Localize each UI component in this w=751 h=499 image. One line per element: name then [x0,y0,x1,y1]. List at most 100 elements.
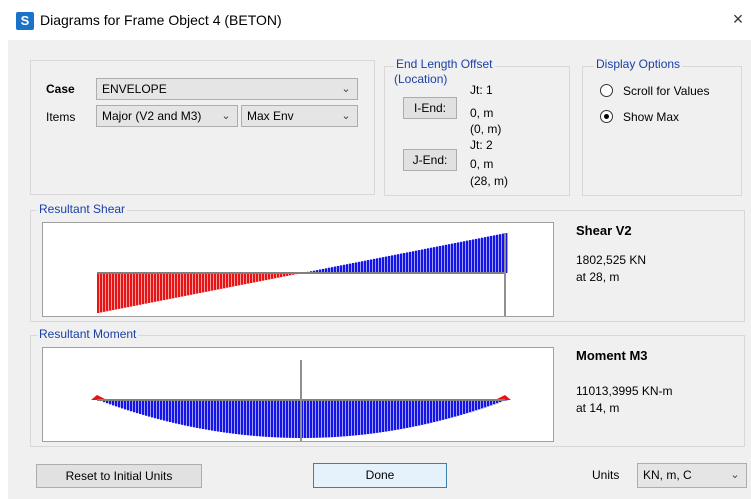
shear-bar [106,273,109,312]
shear-bar [370,259,373,273]
moment-bar [427,400,430,424]
title-bar: S Diagrams for Frame Object 4 (BETON) × [0,0,751,40]
shear-bar [418,250,421,273]
shear-bar [424,248,427,273]
shear-bar [109,273,112,311]
moment-bar [238,400,241,435]
show-max-radio[interactable] [600,110,613,123]
j-end-offset: 0, m [470,157,494,171]
items-component-dropdown[interactable]: Major (V2 and M3) ⌄ [96,105,238,127]
moment-bar [295,400,298,438]
moment-bar [433,400,436,423]
units-label: Units [592,468,620,482]
moment-bar [397,400,400,430]
shear-bar [499,234,502,273]
shear-bar [493,235,496,273]
moment-bar [352,400,355,436]
shear-bar [268,273,271,280]
moment-bar [121,400,124,409]
i-end-location: (0, m) [470,122,502,136]
units-dropdown[interactable]: KN, m, C ⌄ [637,463,747,488]
shear-bar [316,270,319,273]
moment-bar [304,400,307,438]
shear-bar [124,273,127,308]
shear-bar [259,273,262,282]
moment-bar [256,400,259,437]
j-end-location: (28, m) [470,174,509,188]
moment-bar [334,400,337,438]
shear-bar [244,273,247,285]
shear-bar [190,273,193,295]
shear-bar [178,273,181,298]
shear-bar [463,241,466,273]
j-end-button[interactable]: J-End: [403,149,457,171]
shear-bar [376,258,379,273]
done-button[interactable]: Done [313,463,447,488]
moment-end-cap-right [495,395,511,400]
moment-bar [358,400,361,436]
shear-bar [313,270,316,273]
shear-bar [403,253,406,273]
shear-bar [172,273,175,299]
shear-bar [367,260,370,273]
shear-bar [490,235,493,273]
scroll-for-values-label[interactable]: Scroll for Values [623,84,710,98]
shear-bar [319,269,322,273]
shear-bar [211,273,214,291]
shear-bar [289,273,292,276]
moment-bar [310,400,313,438]
case-dropdown[interactable]: ENVELOPE ⌄ [96,78,358,100]
moment-bar [328,400,331,438]
moment-bar [142,400,145,415]
moment-bar [103,400,106,403]
chevron-down-icon: ⌄ [730,469,740,481]
moment-bar [265,400,268,437]
shear-bar [502,233,505,273]
i-end-joint: Jt: 1 [470,83,493,97]
shear-bar [364,260,367,273]
moment-section-label: Resultant Moment [37,327,139,341]
moment-bar [385,400,388,432]
shear-bar [445,244,448,273]
moment-bar [355,400,358,436]
moment-bar [241,400,244,435]
moment-bar [367,400,370,435]
moment-bar [199,400,202,429]
moment-bar [319,400,322,438]
shear-bar [277,273,280,278]
end-length-offset-subtitle: (Location) [394,72,448,86]
shear-bar [397,254,400,273]
reset-units-button[interactable]: Reset to Initial Units [36,464,202,488]
moment-bar [133,400,136,413]
moment-bar [220,400,223,433]
moment-bar [163,400,166,421]
shear-bar [262,273,265,281]
shear-bar [103,273,106,312]
moment-diagram [42,347,554,442]
moment-bar [253,400,256,436]
items-envelope-dropdown[interactable]: Max Env ⌄ [241,105,358,127]
shear-bar [118,273,121,309]
moment-max-value: 11013,3995 KN-m [576,384,673,398]
moment-bar [271,400,274,438]
shear-bar [484,237,487,273]
shear-bar [394,254,397,273]
moment-bar [181,400,184,425]
shear-bar [406,252,409,273]
show-max-label[interactable]: Show Max [623,110,680,124]
shear-bar [139,273,142,305]
close-icon[interactable]: × [732,9,744,29]
moment-bar [187,400,190,427]
shear-bar [241,273,244,285]
shear-group [30,210,745,322]
moment-bar [112,400,115,406]
items-envelope-value: Max Env [247,109,294,123]
moment-bar [283,400,286,438]
moment-bar [337,400,340,437]
i-end-button[interactable]: I-End: [403,97,457,119]
moment-bar [205,400,208,430]
shear-bar [325,268,328,273]
scroll-for-values-radio[interactable] [600,84,613,97]
moment-bar [244,400,247,436]
moment-bar [106,400,109,404]
